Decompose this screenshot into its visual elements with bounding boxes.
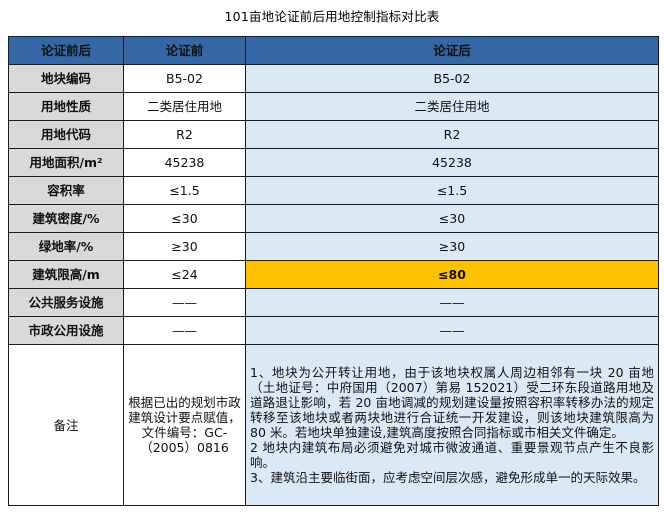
row-before-value: R2 — [123, 120, 246, 149]
table-row-height-limit: 建筑限高/m ≤24 ≤80 — [8, 260, 659, 289]
row-after-value: —— — [245, 288, 659, 317]
table-row: 市政公用设施 —— —— — [8, 316, 659, 345]
comparison-table: 论证前后 论证前 论证后 地块编码 B5-02 B5-02 用地性质 二类居住用… — [8, 36, 659, 506]
note-paragraph: 3、建筑沿主要临街面，应考虑空间层次感，避免形成单一的天际效果。 — [250, 470, 646, 485]
row-after-value: B5-02 — [245, 64, 659, 93]
row-after-value: 二类居住用地 — [245, 92, 659, 121]
row-before-value: —— — [123, 316, 246, 345]
row-label: 建筑密度/% — [8, 204, 124, 233]
row-after-value: ≤30 — [245, 204, 659, 233]
row-after-value-highlighted: ≤80 — [245, 260, 659, 289]
header-row: 论证前后 论证前 论证后 — [8, 36, 659, 65]
header-before-cell: 论证前 — [123, 36, 246, 65]
row-before-value: ≤1.5 — [123, 176, 246, 205]
row-before-value: 45238 — [123, 148, 246, 177]
row-after-value: ≥30 — [245, 232, 659, 261]
row-before-value: B5-02 — [123, 64, 246, 93]
table-row: 地块编码 B5-02 B5-02 — [8, 64, 659, 93]
row-label: 公共服务设施 — [8, 288, 124, 317]
row-label: 市政公用设施 — [8, 316, 124, 345]
header-after-cell: 论证后 — [245, 36, 659, 65]
note-label: 备注 — [8, 344, 124, 506]
table-row: 用地面积/m² 45238 45238 — [8, 148, 659, 177]
table-row: 公共服务设施 —— —— — [8, 288, 659, 317]
row-before-value: —— — [123, 288, 246, 317]
table-row: 建筑密度/% ≤30 ≤30 — [8, 204, 659, 233]
note-paragraph: 2 地块内建筑布局必须避免对城市微波通道、重要景观节点产生不良影响。 — [250, 440, 654, 470]
row-after-value: ≤1.5 — [245, 176, 659, 205]
table-row: 绿地率/% ≥30 ≥30 — [8, 232, 659, 261]
row-before-value: 二类居住用地 — [123, 92, 246, 121]
row-label: 用地性质 — [8, 92, 124, 121]
row-label: 地块编码 — [8, 64, 124, 93]
row-after-value: 45238 — [245, 148, 659, 177]
row-before-value: ≥30 — [123, 232, 246, 261]
note-before-text: 根据已出的规划市政建筑设计要点赋值，文件编号：GC-（2005）0816 — [123, 344, 246, 506]
table-row: 用地代码 R2 R2 — [8, 120, 659, 149]
note-after-text: 1、地块为公开转让用地，由于该地块权属人周边相邻有一块 20 亩地（土地证号：中… — [245, 344, 659, 506]
row-label: 容积率 — [8, 176, 124, 205]
note-row: 备注 根据已出的规划市政建筑设计要点赋值，文件编号：GC-（2005）0816 … — [8, 344, 659, 506]
row-after-value: R2 — [245, 120, 659, 149]
row-after-value: —— — [245, 316, 659, 345]
table-row: 容积率 ≤1.5 ≤1.5 — [8, 176, 659, 205]
header-label-cell: 论证前后 — [8, 36, 124, 65]
row-label: 建筑限高/m — [8, 260, 124, 289]
row-label: 用地面积/m² — [8, 148, 124, 177]
table-row: 用地性质 二类居住用地 二类居住用地 — [8, 92, 659, 121]
page-title: 101亩地论证前后用地控制指标对比表 — [224, 9, 440, 24]
row-label: 用地代码 — [8, 120, 124, 149]
row-before-value: ≤24 — [123, 260, 246, 289]
row-label: 绿地率/% — [8, 232, 124, 261]
row-before-value: ≤30 — [123, 204, 246, 233]
note-paragraph: 1、地块为公开转让用地，由于该地块权属人周边相邻有一块 20 亩地（土地证号：中… — [250, 365, 654, 440]
